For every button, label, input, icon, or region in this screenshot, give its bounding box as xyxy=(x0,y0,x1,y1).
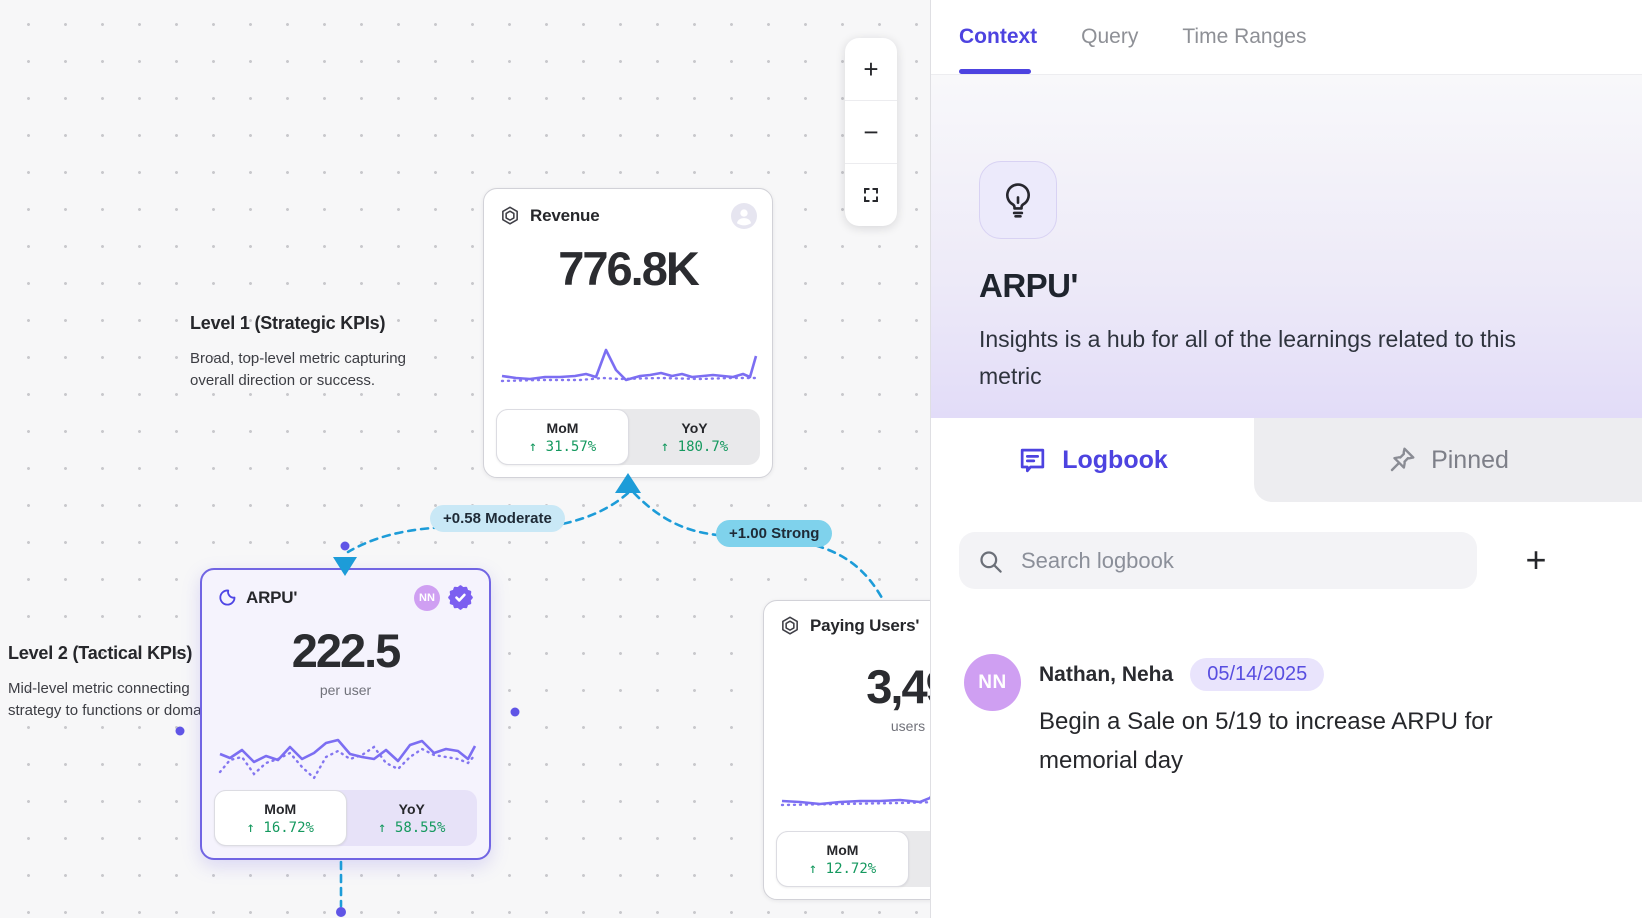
stat-value: ↑ 58.55% xyxy=(378,819,446,836)
stat-mom[interactable]: MoM ↑ 16.72% xyxy=(214,790,347,846)
entry-avatar: NN xyxy=(964,654,1021,711)
stat-label: YoY xyxy=(681,419,708,436)
entry-text: Begin a Sale on 5/19 to increase ARPU fo… xyxy=(1039,708,1493,774)
logbook-entry[interactable]: NN Nathan, Neha 05/14/2025 Begin a Sale … xyxy=(931,632,1642,812)
entry-author: Nathan, Neha xyxy=(1039,662,1174,686)
owner-avatar-icon[interactable] xyxy=(731,203,757,229)
metric-name-title: ARPU' xyxy=(979,267,1078,304)
stat-strip: MoM ↑ 12.72% xyxy=(776,831,930,887)
level-2-description: Mid-level metric connecting strategy to … xyxy=(8,680,225,719)
zoom-in-button[interactable]: + xyxy=(845,38,897,100)
logbook-icon xyxy=(1021,448,1045,472)
lightbulb-icon xyxy=(1006,183,1030,218)
context-header: ARPU' Insights is a hub for all of the l… xyxy=(931,75,1642,418)
stat-strip: MoM ↑ 31.57% YoY ↑ 180.7% xyxy=(496,409,760,465)
stat-strip: MoM ↑ 16.72% YoY ↑ 58.55% xyxy=(214,790,477,846)
metric-unit: per user xyxy=(319,682,372,698)
metric-description: Insights is a hub for all of the learnin… xyxy=(979,326,1516,389)
edge-label-strong[interactable]: +1.00 Strong xyxy=(716,520,833,547)
stat-value: ↑ 12.72% xyxy=(808,860,877,877)
stat-label: MoM xyxy=(826,841,859,858)
hexagon-metric-icon xyxy=(782,616,798,635)
pin-icon xyxy=(1390,447,1415,472)
metric-value: 3,49 xyxy=(866,660,930,713)
stat-value: ↑ 180.7% xyxy=(660,438,729,455)
fit-view-button[interactable] xyxy=(845,163,897,226)
zoom-out-button[interactable]: − xyxy=(845,100,897,163)
stat-mom[interactable]: MoM ↑ 31.57% xyxy=(496,409,629,465)
tab-pinned-label: Pinned xyxy=(1431,445,1509,474)
panel-tab-bar: Context Query Time Ranges xyxy=(931,0,1642,75)
tab-logbook[interactable]: Logbook xyxy=(931,418,1254,502)
node-arpu[interactable]: ARPU' NN 222.5 per user MoM ↑ 16.72% YoY… xyxy=(200,568,491,860)
stat-mom[interactable]: MoM ↑ 12.72% xyxy=(776,831,909,887)
level-1-title: Level 1 (Strategic KPIs) xyxy=(190,313,386,333)
node-paying-users[interactable]: Paying Users' 3,49 users MoM ↑ 12.72% xyxy=(763,600,930,900)
tab-query[interactable]: Query xyxy=(1081,25,1139,48)
tab-context[interactable]: Context xyxy=(959,0,1037,74)
stat-label: MoM xyxy=(546,419,579,436)
metric-tree-canvas[interactable]: Level 1 (Strategic KPIs) Broad, top-leve… xyxy=(0,0,930,918)
stat-yoy[interactable]: YoY ↑ 58.55% xyxy=(347,790,478,846)
verified-check-icon xyxy=(448,585,473,610)
logbook-pinned-tabs: Logbook Pinned xyxy=(931,418,1642,502)
node-title: Paying Users' xyxy=(810,616,920,635)
level-2-annotation: Level 2 (Tactical KPIs) Mid-level metric… xyxy=(8,643,238,722)
sparkline xyxy=(780,795,930,807)
node-title: ARPU' xyxy=(246,587,298,607)
fullscreen-icon xyxy=(864,188,878,202)
handle-dot-arpu-bottom xyxy=(336,907,346,917)
metric-value: 222.5 xyxy=(291,624,402,677)
stat-yoy xyxy=(909,831,930,887)
node-revenue[interactable]: Revenue 776.8K MoM ↑ 31.57% YoY ↑ 180.7% xyxy=(483,188,773,478)
handle-dot-arpu-top xyxy=(340,541,350,551)
stat-label: YoY xyxy=(398,800,425,817)
tab-logbook-label: Logbook xyxy=(1062,445,1168,474)
edge-label-moderate[interactable]: +0.58 Moderate xyxy=(430,505,565,532)
node-title: Revenue xyxy=(530,206,600,225)
sparkline xyxy=(500,348,758,383)
insight-icon-container xyxy=(979,161,1057,239)
level-2-title: Level 2 (Tactical KPIs) xyxy=(8,643,193,663)
tab-time-ranges[interactable]: Time Ranges xyxy=(1182,25,1307,48)
hexagon-metric-icon xyxy=(502,206,518,225)
handle-dot-arpu-right xyxy=(510,707,520,717)
entry-date-badge[interactable]: 05/14/2025 xyxy=(1190,658,1325,691)
metric-detail-panel: Context Query Time Ranges ARPU' Insights… xyxy=(930,0,1642,918)
stat-label: MoM xyxy=(264,800,297,817)
metric-value: 776.8K xyxy=(558,242,700,295)
add-logbook-entry-button[interactable]: + xyxy=(1513,534,1559,586)
level-1-description: Broad, top-level metric capturing overal… xyxy=(190,350,406,389)
sparkline xyxy=(218,738,477,780)
stat-value: ↑ 31.57% xyxy=(528,438,597,455)
logbook-search-row: + xyxy=(931,502,1642,632)
stat-yoy[interactable]: YoY ↑ 180.7% xyxy=(629,409,760,465)
tab-pinned[interactable]: Pinned xyxy=(1254,418,1642,502)
canvas-zoom-controls: + − xyxy=(845,38,897,226)
level-1-annotation: Level 1 (Strategic KPIs) Broad, top-leve… xyxy=(190,313,440,392)
search-input[interactable] xyxy=(959,532,1477,589)
metric-unit: users xyxy=(890,718,926,734)
moon-metric-icon xyxy=(219,589,236,606)
stat-value: ↑ 16.72% xyxy=(246,819,314,836)
handle-dot-arpu-left xyxy=(175,726,185,736)
collaborator-badge[interactable]: NN xyxy=(414,584,440,611)
